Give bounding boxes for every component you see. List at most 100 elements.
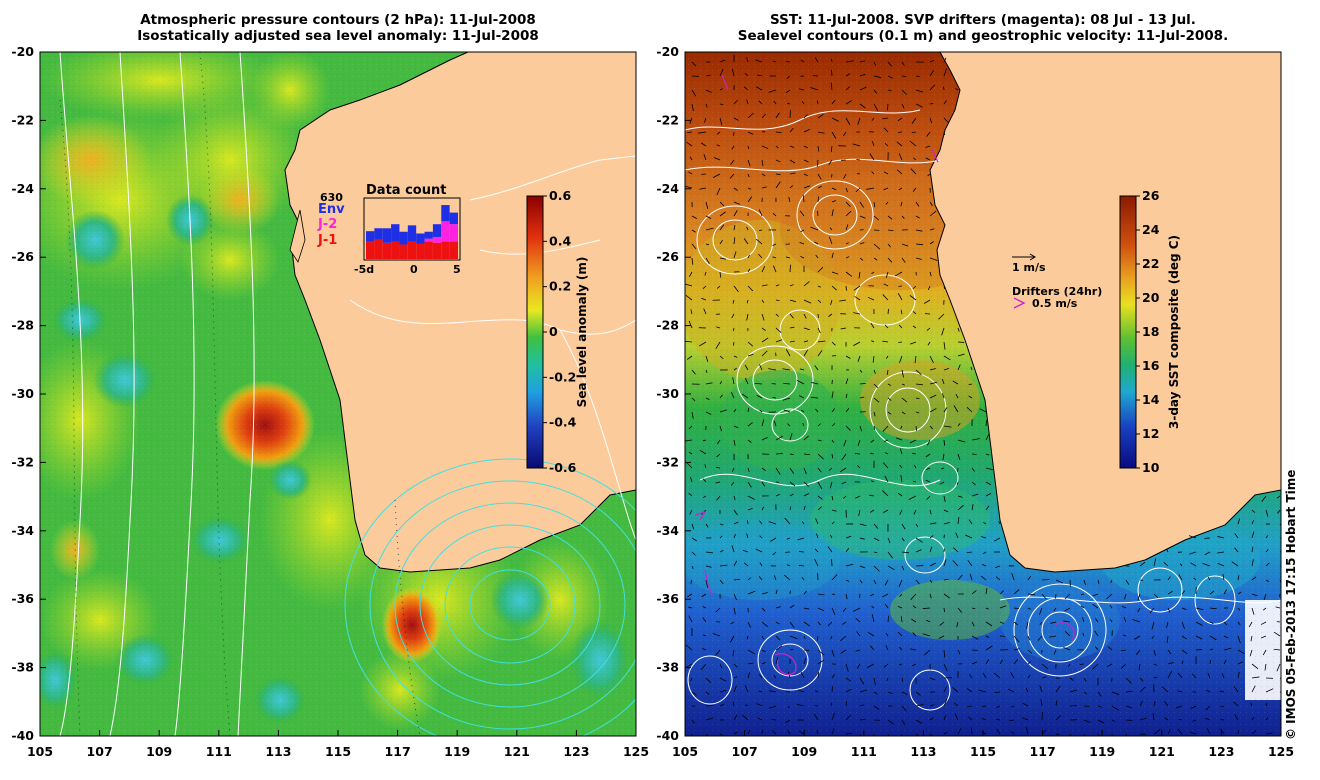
- right-ytick-label: -32: [656, 454, 679, 469]
- left-ytick-label: -20: [11, 44, 34, 59]
- right-xtick-label: 113: [910, 744, 936, 759]
- left-ytick-label: -28: [11, 318, 34, 333]
- left-xtick-label: 119: [444, 744, 470, 759]
- drifters-scale-label: 0.5 m/s: [1032, 297, 1078, 310]
- right-axes: 105 107 109 111 113 115 117 119 121 123 125 -20 -22 -…: [656, 44, 1294, 759]
- right-xtick-label: 117: [1030, 744, 1056, 759]
- sla-cb-tick-label: 0.6: [549, 188, 571, 203]
- data-count-bar-env: [424, 231, 433, 239]
- sla-colorbar: 0.6 0.4 0.2 0 -0.2 -0.4 -0.6 Sea level anomaly…: [526, 188, 589, 475]
- left-ytick-label: -36: [11, 591, 34, 606]
- right-xtick-label: 119: [1089, 744, 1115, 759]
- data-count-bar-j1: [366, 241, 375, 259]
- left-ytick-label: -32: [11, 454, 34, 469]
- data-count-bar-env: [449, 212, 458, 225]
- data-count-bar-j1: [424, 241, 433, 259]
- left-xtick-label: 121: [504, 744, 530, 759]
- left-ytick-label: -24: [11, 181, 34, 196]
- data-count-bar-env: [391, 224, 400, 242]
- data-count-max: 630: [320, 191, 343, 204]
- right-xtick-label: 109: [791, 744, 817, 759]
- right-xtick-label: 107: [732, 744, 758, 759]
- right-ytick-label: -20: [656, 44, 679, 59]
- data-count-bar-j1: [382, 242, 392, 259]
- sst-cb-tick-label: 22: [1142, 256, 1159, 271]
- left-xtick-label: 105: [27, 744, 53, 759]
- sla-colorbar-label: Sea level anomaly (m): [575, 257, 589, 408]
- right-ytick-label: -22: [656, 112, 679, 127]
- data-count-bars: [366, 205, 458, 259]
- right-xtick-label: 123: [1208, 744, 1234, 759]
- data-count-bar-env: [382, 228, 392, 243]
- velocity-scale-label: 1 m/s: [1012, 261, 1046, 274]
- data-count-bar-j1: [432, 242, 442, 259]
- right-xtick-label: 105: [672, 744, 698, 759]
- legend-env: Env: [318, 202, 345, 217]
- sla-cb-tick-label: 0.4: [549, 233, 571, 248]
- left-ytick-label: -34: [11, 523, 34, 538]
- data-count-bar-j1: [374, 239, 383, 259]
- right-ytick-label: -26: [656, 249, 679, 264]
- right-ytick-label: -34: [656, 523, 679, 538]
- left-ytick-label: -40: [11, 728, 34, 743]
- left-xtick-label: 125: [623, 744, 649, 759]
- data-count-bar-env: [407, 225, 417, 242]
- data-count-bar-env: [432, 224, 442, 237]
- data-count-bar-env: [374, 228, 383, 240]
- data-count-bar-j1: [416, 243, 425, 259]
- data-count-bar-env: [416, 233, 425, 244]
- right-map: [685, 52, 1281, 736]
- data-count-title: Data count: [366, 183, 446, 198]
- left-xtick-label: 107: [87, 744, 113, 759]
- sst-cb-tick-label: 16: [1142, 358, 1160, 373]
- left-xtick-label: 117: [385, 744, 411, 759]
- data-count-inset: 630 Env J-2 J-1 Data count -5d 0 5: [317, 183, 461, 276]
- pressure-high-contours: [344, 458, 636, 736]
- sst-colorbar-label: 3-day SST composite (deg C): [1167, 235, 1181, 429]
- data-count-bar-env: [366, 231, 375, 242]
- sst-colorbar: 26 24 22 20 18 16 14 12 10 3-day SST composite (…: [1119, 188, 1181, 475]
- drifters-legend-title: Drifters (24hr): [1012, 285, 1102, 298]
- left-xtick-label: 123: [563, 744, 589, 759]
- left-xtick-label: 109: [146, 744, 172, 759]
- right-ytick-label: -36: [656, 591, 679, 606]
- left-ytick-label: -22: [11, 112, 34, 127]
- data-count-bar-j2: [424, 238, 433, 242]
- sst-cb-tick-label: 26: [1142, 188, 1160, 203]
- dc-xtick-1: 0: [410, 263, 418, 276]
- left-map: [40, 52, 636, 736]
- data-count-bar-j2: [432, 236, 442, 243]
- data-count-bar-j1: [399, 244, 408, 259]
- legend-j1: J-1: [317, 233, 337, 248]
- right-ytick-label: -30: [656, 386, 679, 401]
- left-ytick-label: -38: [11, 660, 34, 675]
- right-ytick-label: -38: [656, 660, 679, 675]
- left-xtick-label: 113: [265, 744, 291, 759]
- right-xtick-label: 111: [851, 744, 877, 759]
- velocity-legend: 1 m/s Drifters (24hr) 0.5 m/s: [1012, 253, 1102, 310]
- left-ytick-label: -30: [11, 386, 34, 401]
- sst-cb-tick-label: 18: [1142, 324, 1159, 339]
- land-australia-left: [284, 52, 636, 573]
- left-title-line2: Isostatically adjusted sea level anomaly…: [137, 28, 539, 44]
- sst-cb-tick-label: 20: [1142, 290, 1160, 305]
- left-xtick-label: 115: [325, 744, 351, 759]
- legend-j2: J-2: [317, 217, 337, 232]
- land-australia-right: [929, 52, 1281, 573]
- right-title-line1: SST: 11-Jul-2008. SVP drifters (magenta)…: [770, 12, 1196, 28]
- data-count-bar-j1: [441, 241, 450, 259]
- sla-cb-tick-label: -0.6: [549, 460, 577, 475]
- right-xtick-label: 115: [970, 744, 996, 759]
- left-title-line1: Atmospheric pressure contours (2 hPa): 1…: [140, 12, 536, 28]
- sst-cb-tick-label: 14: [1142, 392, 1160, 407]
- credit-text: © IMOS 05-Feb-2013 17:15 Hobart Time: [1284, 469, 1298, 740]
- drifter-tracks: [694, 74, 1075, 676]
- sla-cb-tick-label: -0.4: [549, 415, 577, 430]
- dc-xtick-2: 5: [453, 263, 461, 276]
- data-count-bar-j1: [407, 241, 417, 259]
- sst-cb-tick-label: 24: [1142, 222, 1160, 237]
- right-xtick-label: 121: [1149, 744, 1175, 759]
- data-count-bar-env: [441, 205, 450, 222]
- sla-cb-tick-label: 0.2: [549, 279, 571, 294]
